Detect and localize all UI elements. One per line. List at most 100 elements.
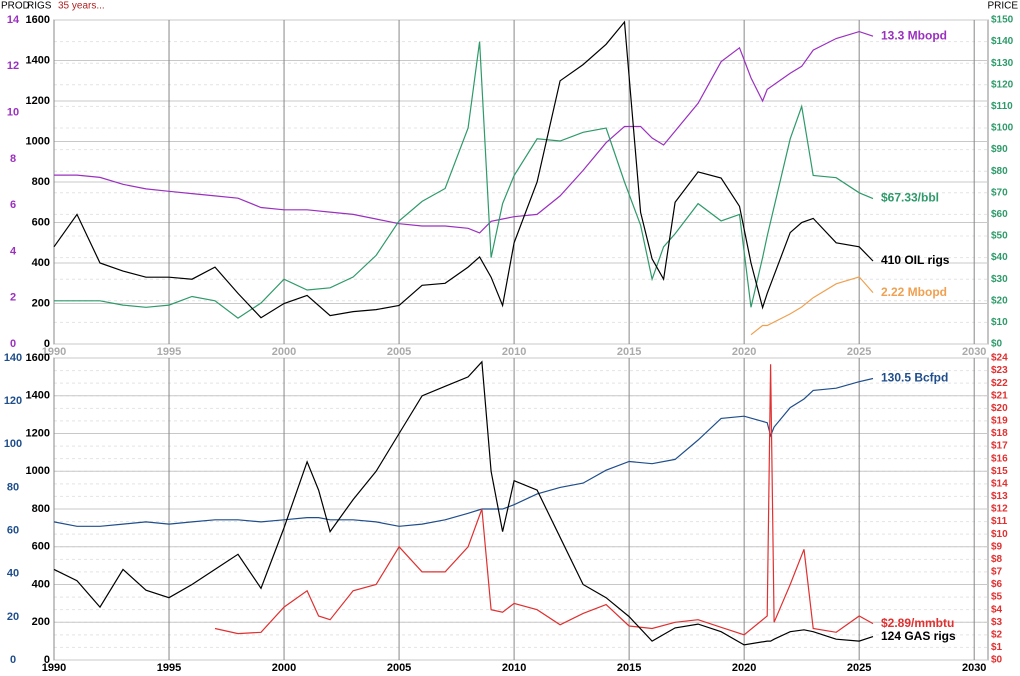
price-tick-label: $17 (991, 441, 1008, 452)
prod-tick-label: 120 (4, 395, 22, 407)
x-tick-label: 2015 (617, 346, 641, 358)
rig-tick-label: 0 (44, 338, 50, 350)
price-tick-label: $110 (991, 101, 1013, 112)
price-tick-label: $3 (991, 617, 1003, 628)
price-tick-label: $2 (991, 629, 1003, 640)
rig-tick-label: 1000 (26, 465, 50, 477)
price-tick-label: $10 (991, 317, 1008, 328)
rig-tick-label: 400 (32, 257, 50, 269)
price-tick-label: $22 (991, 378, 1008, 389)
prod-tick-label: 0 (10, 338, 16, 350)
prod-tick-label: 4 (10, 245, 17, 257)
price-tick-label: $9 (991, 541, 1003, 552)
price-tick-label: $10 (991, 529, 1008, 540)
price-tick-label: $12 (991, 504, 1008, 515)
price-tick-label: $40 (991, 252, 1008, 263)
prod-tick-label: 2 (10, 292, 16, 304)
x-tick-label: 2000 (272, 346, 296, 358)
prod-tick-label: 12 (7, 60, 19, 72)
end-label: 130.5 Bcfpd (881, 371, 948, 385)
x-tick-label: 2025 (847, 346, 871, 358)
price-tick-label: $130 (991, 58, 1014, 69)
price-tick-label: $120 (991, 79, 1014, 90)
price-tick-label: $60 (991, 209, 1008, 220)
x-tick-label: 2015 (617, 662, 641, 674)
price-tick-label: $5 (991, 592, 1003, 603)
prod-axis-label: PROD (1, 1, 30, 12)
prod-tick-label: 8 (10, 153, 16, 165)
prod-tick-label: 6 (10, 199, 16, 211)
x-tick-label: 2025 (847, 662, 871, 674)
prod-tick-label: 0 (10, 654, 16, 666)
price-tick-label: $7 (991, 567, 1003, 578)
rig-tick-label: 1200 (26, 427, 50, 439)
rig-tick-label: 400 (32, 578, 50, 590)
price-tick-label: $20 (991, 403, 1008, 414)
price-tick-label: $50 (991, 231, 1008, 242)
rig-tick-label: 800 (32, 503, 50, 515)
price-tick-label: $20 (991, 295, 1008, 306)
end-label: $67.33/bbl (881, 191, 939, 205)
price-tick-label: $140 (991, 36, 1014, 47)
price-tick-label: $0 (991, 655, 1003, 666)
x-tick-label: 2005 (387, 346, 411, 358)
rig-tick-label: 0 (44, 654, 50, 666)
rig-tick-label: 800 (32, 176, 50, 188)
prod-tick-label: 10 (7, 106, 19, 118)
price-tick-label: $30 (991, 274, 1008, 285)
rig-tick-label: 1600 (26, 14, 50, 26)
price-tick-label: $70 (991, 187, 1008, 198)
rig-tick-label: 200 (32, 297, 50, 309)
x-tick-label: 2010 (502, 662, 526, 674)
prod-tick-label: 14 (7, 14, 20, 26)
x-tick-label: 1995 (157, 346, 181, 358)
price-tick-label: $23 (991, 365, 1008, 376)
series-line (54, 30, 874, 234)
price-tick-label: $11 (991, 516, 1008, 527)
price-tick-label: $90 (991, 144, 1008, 155)
x-tick-label: 2020 (732, 662, 756, 674)
end-label: $2.89/mmbtu (881, 616, 954, 630)
price-tick-label: $13 (991, 491, 1008, 502)
end-label: 13.3 Mbopd (881, 28, 947, 42)
prod-tick-label: 40 (7, 568, 19, 580)
rig-tick-label: 600 (32, 216, 50, 228)
x-tick-label: 2010 (502, 346, 526, 358)
prod-tick-label: 140 (4, 352, 22, 364)
end-label: 124 GAS rigs (881, 629, 956, 643)
x-tick-label: 2030 (962, 662, 986, 674)
end-label: 410 OIL rigs (881, 253, 950, 267)
rig-tick-label: 1400 (26, 390, 50, 402)
price-tick-label: $16 (991, 453, 1008, 464)
series-line (53, 377, 874, 527)
rig-tick-label: 600 (32, 541, 50, 553)
x-tick-label: 1990 (42, 346, 66, 358)
price-tick-label: $0 (991, 339, 1003, 350)
price-tick-label: $19 (991, 416, 1008, 427)
rigs-axis-label: RIGS (27, 1, 52, 12)
price-tick-label: $150 (991, 15, 1014, 26)
prod-tick-label: 80 (7, 481, 19, 493)
rig-tick-label: 1200 (26, 95, 50, 107)
x-tick-label: 1990 (42, 662, 66, 674)
series-line (53, 360, 874, 646)
price-tick-label: $18 (991, 428, 1008, 439)
price-tick-label: $1 (991, 642, 1003, 653)
rig-tick-label: 1600 (26, 352, 50, 364)
x-tick-label: 2030 (962, 346, 986, 358)
prod-tick-label: 20 (7, 611, 19, 623)
price-tick-label: $21 (991, 390, 1008, 401)
x-tick-label: 1995 (157, 662, 181, 674)
price-tick-label: $8 (991, 554, 1003, 565)
series-line (214, 364, 874, 636)
x-tick-label: 2005 (387, 662, 411, 674)
prod-tick-label: 60 (7, 524, 19, 536)
price-tick-label: $14 (991, 478, 1008, 489)
price-tick-label: $15 (991, 466, 1008, 477)
price-tick-label: $6 (991, 579, 1003, 590)
price-tick-label: $100 (991, 123, 1014, 134)
rig-tick-label: 1400 (26, 54, 50, 66)
price-tick-label: $80 (991, 166, 1008, 177)
series-line (53, 20, 874, 319)
